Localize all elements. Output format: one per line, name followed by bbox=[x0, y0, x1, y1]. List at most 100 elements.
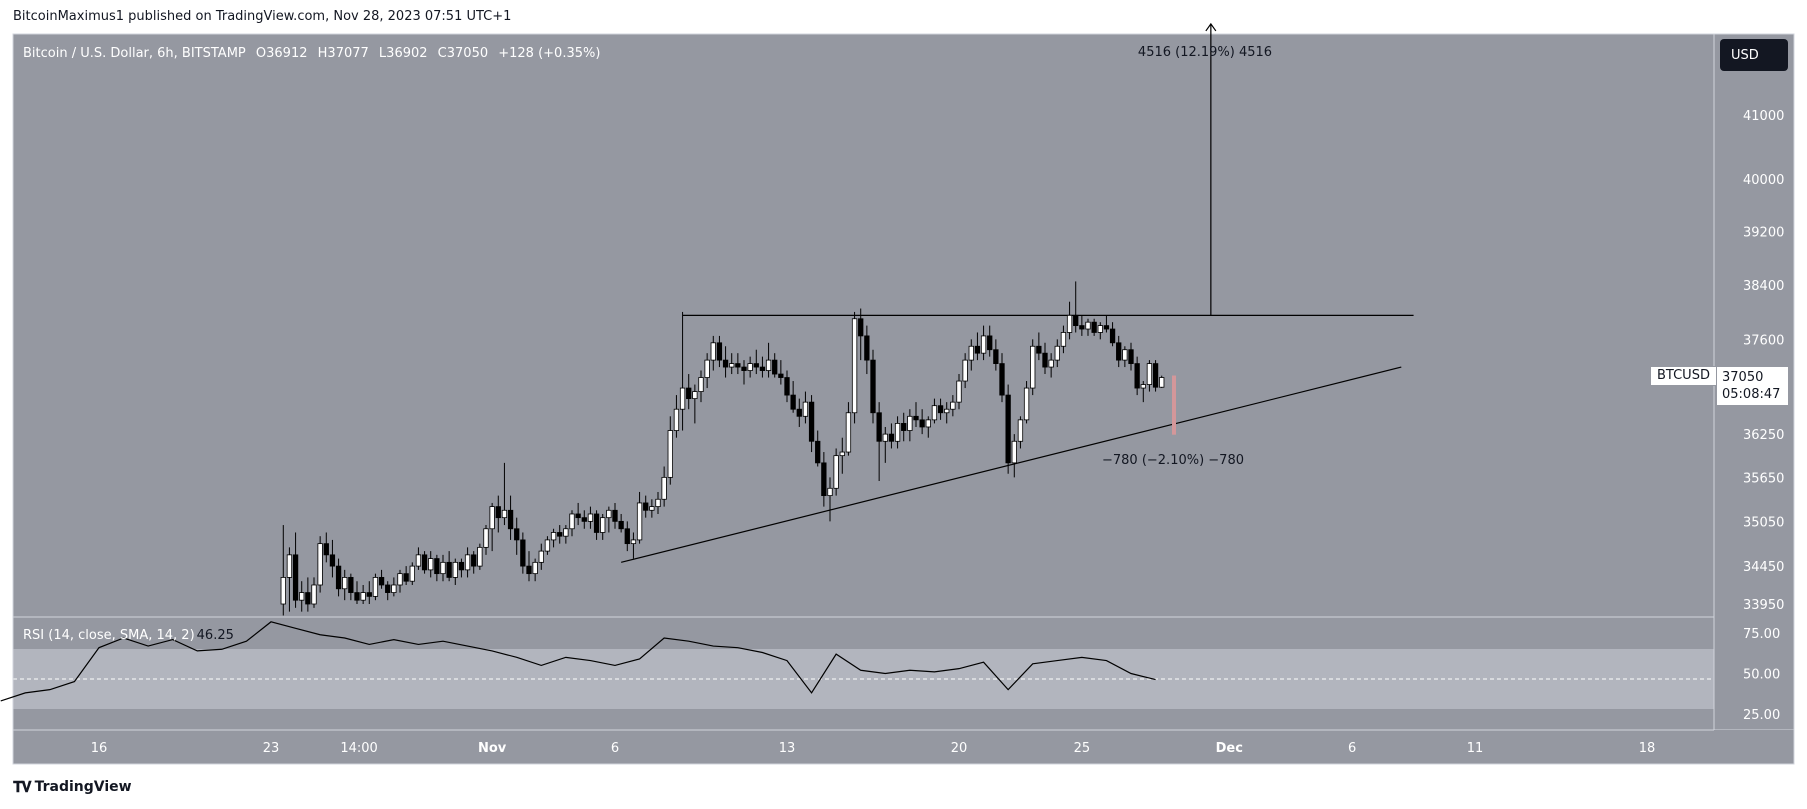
bear-candle bbox=[778, 373, 784, 378]
bull-candle bbox=[1030, 345, 1036, 389]
bull-candle bbox=[649, 506, 655, 511]
bull-candle bbox=[342, 577, 348, 590]
price-tick-label: 38400 bbox=[1743, 279, 1784, 294]
bull-candle bbox=[600, 517, 606, 533]
bear-candle bbox=[514, 528, 520, 541]
bull-candle bbox=[1122, 349, 1128, 361]
bear-candle bbox=[735, 363, 741, 368]
time-tick-label: 18 bbox=[1639, 741, 1656, 756]
bear-candle bbox=[1091, 321, 1097, 333]
bull-candle bbox=[802, 401, 809, 417]
bull-candle bbox=[907, 415, 913, 431]
bull-candle bbox=[372, 577, 379, 597]
bear-candle bbox=[1042, 352, 1048, 368]
bear-candle bbox=[722, 359, 729, 368]
low-value: 36902 bbox=[386, 46, 428, 61]
currency-button[interactable]: USD bbox=[1720, 39, 1788, 71]
bear-candle bbox=[385, 584, 391, 593]
tradingview-logo[interactable]: 𝐓𝐕 TradingView bbox=[13, 778, 132, 796]
bull-candle bbox=[428, 558, 434, 571]
open-label: O bbox=[255, 46, 267, 61]
rsi-value: 46.25 bbox=[196, 628, 234, 643]
last-price-value: 37050 bbox=[1722, 370, 1764, 385]
bull-candle bbox=[882, 433, 888, 442]
time-tick-label: 14:00 bbox=[340, 741, 377, 756]
bull-candle bbox=[532, 561, 538, 575]
bear-candle bbox=[864, 335, 870, 361]
bull-candle bbox=[317, 543, 323, 586]
bull-candle bbox=[286, 554, 293, 578]
bull-candle bbox=[839, 451, 845, 457]
bear-candle bbox=[1103, 325, 1110, 330]
bull-candle bbox=[544, 539, 551, 552]
bear-candle bbox=[753, 363, 759, 368]
bear-candle bbox=[575, 513, 581, 519]
bull-candle bbox=[845, 412, 852, 453]
measure-up-label: 4516 (12.19%) 4516 bbox=[1138, 45, 1272, 60]
bull-candle bbox=[391, 584, 397, 593]
bull-candle bbox=[311, 584, 317, 605]
bull-candle bbox=[630, 539, 637, 545]
bull-candle bbox=[1023, 387, 1030, 421]
bear-candle bbox=[335, 565, 342, 590]
bear-candle bbox=[366, 592, 372, 597]
last-price-label: 37050 05:08:47 bbox=[1716, 366, 1789, 406]
bull-candle bbox=[692, 391, 698, 400]
bull-candle bbox=[409, 565, 415, 582]
price-tick-label: 35650 bbox=[1743, 471, 1784, 486]
time-tick-label: 11 bbox=[1467, 741, 1484, 756]
ascending-support[interactable] bbox=[620, 366, 1402, 563]
price-tick-label: 34450 bbox=[1743, 560, 1784, 575]
bull-candle bbox=[833, 455, 839, 489]
bull-candle bbox=[501, 509, 508, 519]
bull-candle bbox=[765, 359, 772, 371]
bear-candle bbox=[557, 532, 563, 537]
bear-candle bbox=[858, 318, 864, 337]
bear-candle bbox=[618, 520, 624, 530]
rsi-legend[interactable]: RSI (14, close, SMA, 14, 2) 46.25 bbox=[23, 628, 234, 643]
bull-candle bbox=[980, 335, 987, 354]
close-value: 37050 bbox=[446, 46, 489, 61]
bear-candle bbox=[292, 554, 299, 601]
bear-candle bbox=[888, 433, 895, 442]
bull-candle bbox=[1097, 325, 1103, 333]
rsi-line bbox=[0, 621, 1156, 702]
bear-candle bbox=[1073, 314, 1079, 327]
bear-candle bbox=[796, 408, 802, 417]
symbol-name: Bitcoin / U.S. Dollar, 6h, BITSTAMP bbox=[23, 46, 246, 61]
price-pane-bg[interactable] bbox=[13, 34, 1714, 617]
high-label: H bbox=[317, 46, 328, 61]
bull-candle bbox=[1011, 440, 1017, 464]
measure-down-bar[interactable] bbox=[1172, 375, 1176, 435]
rsi-tick-label: 50.00 bbox=[1743, 668, 1780, 683]
bear-candle bbox=[593, 513, 600, 533]
bear-candle bbox=[1128, 349, 1134, 364]
bull-candle bbox=[563, 528, 569, 537]
bear-candle bbox=[919, 419, 925, 428]
bear-candle bbox=[458, 561, 465, 571]
bull-candle bbox=[489, 506, 495, 530]
bull-candle bbox=[464, 554, 471, 571]
measure-up-arrowhead bbox=[1205, 22, 1217, 32]
low-label: L bbox=[378, 46, 387, 61]
bull-candle bbox=[606, 509, 612, 519]
time-tick-label: 16 bbox=[91, 741, 108, 756]
bear-candle bbox=[434, 558, 440, 575]
bear-candle bbox=[403, 573, 409, 582]
time-axis-bg[interactable] bbox=[13, 730, 1714, 764]
symbol-legend[interactable]: Bitcoin / U.S. Dollar, 6h, BITSTAMP O 369… bbox=[23, 46, 600, 61]
bear-candle bbox=[821, 462, 827, 497]
bear-candle bbox=[520, 539, 526, 567]
bull-candle bbox=[1048, 359, 1054, 368]
rsi-tick-label: 25.00 bbox=[1743, 708, 1780, 723]
bear-candle bbox=[772, 359, 778, 375]
bull-candle bbox=[1017, 419, 1024, 442]
price-tick-label: 41000 bbox=[1743, 109, 1784, 124]
bull-candle bbox=[569, 513, 575, 530]
bear-candle bbox=[1152, 363, 1159, 388]
bear-candle bbox=[993, 349, 999, 364]
bull-candle bbox=[894, 423, 901, 442]
bear-candle bbox=[612, 509, 618, 522]
bull-candle bbox=[415, 554, 422, 567]
bear-candle bbox=[526, 565, 532, 575]
